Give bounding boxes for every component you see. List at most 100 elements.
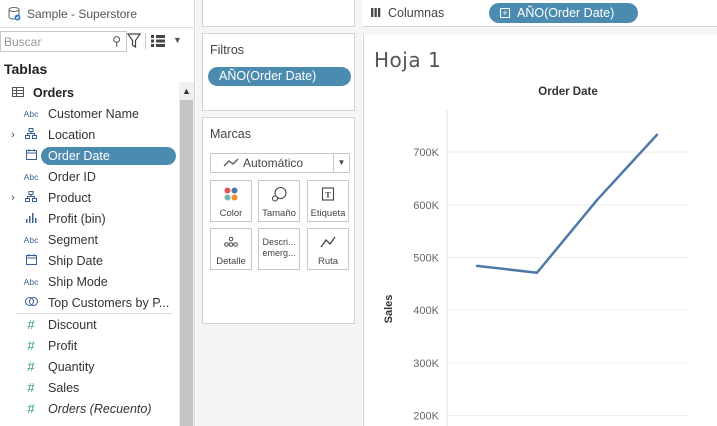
field-item[interactable]: Abc Segment — [0, 229, 179, 250]
field-label: Ship Mode — [48, 274, 108, 289]
detail-icon — [224, 236, 238, 247]
chevron-right-icon[interactable]: › — [11, 128, 15, 141]
field-item[interactable]: Abc Order ID — [0, 166, 179, 187]
field-item[interactable]: Ship Date — [0, 250, 179, 271]
mark-type-select[interactable]: Automático ▼ — [210, 153, 350, 173]
scrollbar[interactable]: ▲ — [179, 82, 194, 426]
field-item[interactable]: # Quantity — [0, 356, 179, 377]
field-item[interactable]: Order Date — [0, 145, 179, 166]
marks-title: Marcas — [210, 127, 251, 141]
view-gap — [362, 27, 717, 35]
field-item[interactable]: # Discount — [0, 314, 179, 335]
datasource-icon — [8, 6, 21, 21]
y-tick-label: 400K — [413, 305, 439, 317]
detail-label: Detalle — [216, 256, 246, 267]
tooltip-button[interactable]: Descri... emerg... — [258, 228, 300, 270]
field-label: Order Date — [41, 146, 176, 165]
chevron-right-icon[interactable]: › — [11, 191, 15, 204]
field-label: Product — [48, 190, 92, 205]
columns-shelf[interactable]: Ⅲ Columnas + AÑO(Order Date) — [363, 0, 717, 27]
list-view-icon[interactable] — [151, 35, 165, 47]
chevron-down-icon[interactable]: ▼ — [173, 35, 182, 45]
chart-column-header: Order Date — [538, 86, 597, 98]
size-button[interactable]: Tamaño — [258, 180, 300, 222]
scroll-up-icon[interactable]: ▲ — [182, 86, 191, 96]
tables-title: Tablas — [4, 61, 48, 77]
field-item[interactable]: # Sales — [0, 377, 179, 398]
y-tick-label: 200K — [413, 410, 439, 422]
svg-text:T: T — [325, 190, 331, 200]
filters-title: Filtros — [210, 43, 245, 57]
field-label: Top Customers by P... — [48, 295, 170, 310]
color-button[interactable]: Color — [210, 180, 252, 222]
filter-pill[interactable]: AÑO(Order Date) — [208, 67, 351, 86]
field-label: Order ID — [48, 169, 96, 184]
field-item[interactable]: Abc Ship Mode — [0, 271, 179, 292]
number-type-icon: # — [27, 317, 35, 332]
hierarchy-icon — [22, 128, 40, 141]
filters-card: Filtros AÑO(Order Date) — [202, 33, 355, 111]
detail-button[interactable]: Detalle — [210, 228, 252, 270]
field-item[interactable]: Top Customers by P... — [0, 292, 179, 313]
gridlines — [447, 151, 688, 416]
expand-plus-icon[interactable]: + — [500, 8, 510, 18]
datasource-name: Sample - Superstore — [27, 6, 138, 21]
field-label: Segment — [48, 232, 99, 247]
data-pane: Sample - Superstore Buscar ⚲ ▼ Tablas ▲ O… — [0, 0, 195, 426]
y-tick-label: 700K — [413, 147, 439, 159]
color-icon — [224, 187, 238, 201]
hierarchy-icon — [22, 191, 40, 204]
field-label: Quantity — [48, 359, 95, 374]
path-label: Ruta — [317, 256, 339, 267]
tooltip-label: Descri... emerg... — [262, 237, 296, 258]
field-label: Location — [48, 127, 96, 142]
set-icon — [22, 296, 40, 309]
columns-label: Columnas — [388, 6, 445, 20]
line-point[interactable] — [475, 264, 479, 268]
marks-card: Marcas Automático ▼ Color Tamaño T — [202, 117, 355, 324]
columns-pill[interactable]: + AÑO(Order Date) — [489, 3, 638, 23]
table-row[interactable]: ▲ Orders — [0, 82, 190, 103]
line-point[interactable] — [535, 271, 539, 274]
search-input[interactable]: Buscar ⚲ — [0, 31, 127, 52]
text-type-icon: Abc — [23, 171, 39, 182]
datasource-row[interactable]: Sample - Superstore — [0, 0, 195, 28]
label-button[interactable]: T Etiqueta — [307, 180, 349, 222]
field-label: Orders — [33, 85, 74, 100]
field-item[interactable]: # Orders (Recuento) — [0, 398, 179, 419]
field-item[interactable]: Profit (bin) — [0, 208, 179, 229]
path-button[interactable]: Ruta — [307, 228, 349, 270]
field-item[interactable]: › Location — [0, 124, 179, 145]
chevron-down-icon[interactable]: ▼ — [333, 154, 349, 172]
filter-icon[interactable] — [126, 33, 142, 49]
worksheet: Hoja 1 Order Date 200K 300K 400K 500K 600K 70… — [363, 35, 717, 426]
text-type-icon: Abc — [23, 276, 39, 287]
number-type-icon: # — [27, 401, 35, 416]
y-tick-label: 300K — [413, 358, 439, 370]
number-type-icon: # — [27, 338, 35, 353]
pages-shelf[interactable] — [202, 0, 355, 27]
y-axis-ticks: 200K 300K 400K 500K 600K 700K — [413, 147, 439, 422]
bin-icon — [22, 212, 40, 225]
field-label: Customer Name — [48, 106, 139, 121]
table-icon — [9, 86, 27, 99]
line-point[interactable] — [595, 198, 599, 202]
label-icon: T — [321, 187, 335, 201]
columns-pill-label: AÑO(Order Date) — [517, 6, 615, 20]
field-label: Profit (bin) — [48, 211, 106, 226]
shelves-pane: Filtros AÑO(Order Date) Marcas Automátic… — [196, 0, 362, 426]
y-tick-label: 600K — [413, 200, 439, 212]
path-icon — [320, 236, 336, 248]
field-item[interactable]: Abc Customer Name — [0, 103, 179, 124]
field-item[interactable]: # Profit — [0, 335, 179, 356]
field-label: Discount — [48, 317, 97, 332]
y-tick-label: 500K — [413, 252, 439, 264]
field-item[interactable]: › Product — [0, 187, 179, 208]
label-label: Etiqueta — [310, 208, 346, 219]
field-label: Ship Date — [48, 253, 103, 268]
sheet-title[interactable]: Hoja 1 — [374, 48, 442, 72]
line-point[interactable] — [655, 133, 659, 136]
columns-icon: Ⅲ — [370, 6, 381, 20]
search-icon[interactable]: ⚲ — [112, 34, 121, 48]
scroll-thumb[interactable] — [180, 100, 193, 426]
